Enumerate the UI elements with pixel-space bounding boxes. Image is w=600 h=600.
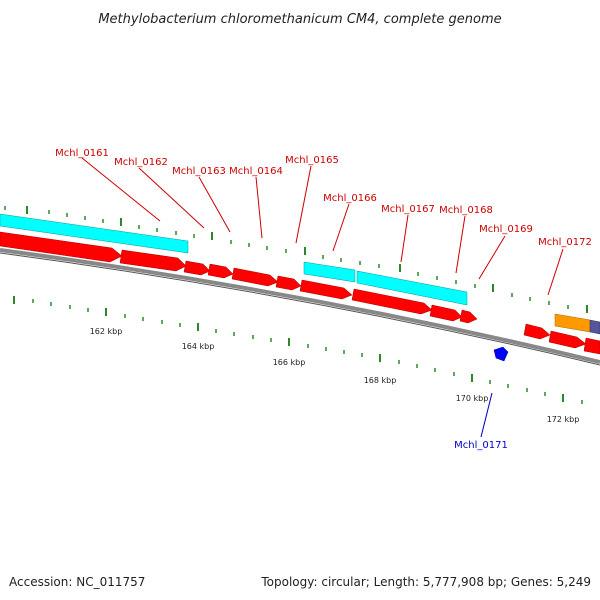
genome-backbone [0, 248, 600, 364]
gene-label-mchl-0167: Mchl_0167 [381, 204, 435, 215]
gene-label-mchl-0166: Mchl_0166 [323, 193, 377, 204]
gene-label-mchl-0162: Mchl_0162 [114, 157, 168, 168]
gene-arrow-0161 [0, 231, 123, 263]
plus-strand-genes [0, 231, 600, 355]
ruler-label: 170 kbp [456, 394, 489, 403]
cds-features [0, 213, 600, 335]
cds-feature-0167-0168 [356, 270, 468, 306]
genome-summary-text: Topology: circular; Length: 5,777,908 bp… [260, 575, 591, 589]
label-leader-lines [81, 157, 564, 438]
orange-feature [554, 313, 591, 333]
cds-feature-0161-0163 [0, 213, 189, 254]
ruler-label: 164 kbp [182, 342, 215, 351]
ruler-label: 166 kbp [273, 358, 306, 367]
gene-arrow-0164 [207, 263, 234, 279]
ruler-tick-marks [13, 296, 583, 404]
gene-arrow-0171 [493, 346, 509, 362]
gene-arrow-0172a [523, 323, 551, 340]
gene-arrow-0165b [275, 275, 302, 291]
cds-feature-0166 [303, 261, 356, 283]
gene-label-mchl-0161: Mchl_0161 [55, 148, 109, 159]
ruler-label: 162 kbp [90, 327, 123, 336]
gene-label-mchl-0171: Mchl_0171 [454, 440, 508, 451]
gene-label-mchl-0172: Mchl_0172 [538, 237, 592, 248]
gene-label-mchl-0163: Mchl_0163 [172, 166, 226, 177]
gene-arrow-0162 [119, 249, 187, 272]
gene-arrow-0172b [548, 330, 587, 349]
gene-arrow-0165a [231, 267, 279, 287]
gene-label-mchl-0164: Mchl_0164 [229, 166, 283, 177]
ruler-label: 172 kbp [547, 415, 580, 424]
gene-arrow-0167 [351, 288, 433, 315]
ruler-labels: 162 kbp 164 kbp 166 kbp 168 kbp 170 kbp … [90, 327, 580, 424]
gene-arrow-0173 [583, 337, 600, 355]
outer-tick-marks [4, 206, 588, 313]
accession-text: Accession: NC_011757 [9, 575, 145, 589]
gene-label-mchl-0169: Mchl_0169 [479, 224, 533, 235]
ruler-label: 168 kbp [364, 376, 397, 385]
purple-feature [589, 319, 600, 335]
gene-labels: Mchl_0161 Mchl_0162 Mchl_0163 Mchl_0164 … [55, 148, 592, 451]
map-title: Methylobacterium chloromethanicum CM4, c… [98, 12, 501, 27]
genome-backbone-shadow [0, 252, 600, 366]
gene-label-mchl-0168: Mchl_0168 [439, 205, 493, 216]
gene-label-mchl-0165: Mchl_0165 [285, 155, 339, 166]
gene-arrow-0169 [459, 309, 478, 324]
gene-arrow-0166 [299, 279, 353, 300]
gene-arrow-0168 [429, 304, 463, 322]
gene-arrow-0163 [183, 260, 211, 276]
